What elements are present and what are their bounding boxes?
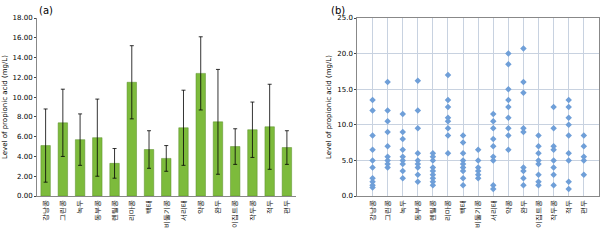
svg-text:렌틸콩: 렌틸콩 <box>111 200 119 221</box>
svg-text:녹두: 녹두 <box>399 200 407 214</box>
svg-text:서리태: 서리태 <box>180 200 188 221</box>
svg-text:작두콩: 작두콩 <box>249 200 257 221</box>
svg-text:(b): (b) <box>331 5 345 16</box>
svg-text:12.00: 12.00 <box>13 74 33 82</box>
svg-text:0.0: 0.0 <box>342 192 353 200</box>
svg-text:약콩: 약콩 <box>505 200 513 214</box>
svg-text:리마콩: 리마콩 <box>128 200 136 221</box>
svg-text:6.00: 6.00 <box>17 133 33 141</box>
svg-text:그린콩: 그린콩 <box>59 200 67 221</box>
svg-text:동부콩: 동부콩 <box>94 200 102 221</box>
svg-text:Level of propionic acid (mg/L): Level of propionic acid (mg/L) <box>1 55 9 159</box>
svg-text:16.00: 16.00 <box>13 34 33 42</box>
svg-text:14.00: 14.00 <box>13 54 33 62</box>
svg-text:녹두: 녹두 <box>76 200 84 214</box>
svg-text:서리태: 서리태 <box>490 200 498 221</box>
svg-text:편두: 편두 <box>283 200 291 214</box>
svg-text:4.00: 4.00 <box>17 153 33 161</box>
svg-text:백태: 백태 <box>145 200 153 214</box>
svg-text:Level of propionic acid (mg/L): Level of propionic acid (mg/L) <box>325 55 333 159</box>
svg-text:완두: 완두 <box>214 200 222 214</box>
svg-text:이집트콩: 이집트콩 <box>231 200 239 228</box>
svg-text:그린콩: 그린콩 <box>384 200 392 221</box>
svg-text:백태: 백태 <box>459 200 467 214</box>
svg-text:약콩: 약콩 <box>197 200 205 214</box>
svg-text:작두콩: 작두콩 <box>550 200 558 221</box>
svg-text:10.0: 10.0 <box>337 121 353 129</box>
svg-text:적두: 적두 <box>266 200 274 214</box>
svg-text:5.0: 5.0 <box>342 157 353 165</box>
svg-text:적두: 적두 <box>565 200 573 214</box>
svg-text:렌틸콩: 렌틸콩 <box>429 200 437 221</box>
svg-text:8.00: 8.00 <box>17 113 33 121</box>
svg-text:10.00: 10.00 <box>13 94 33 102</box>
svg-text:강낭콩: 강낭콩 <box>369 200 377 221</box>
svg-text:(a): (a) <box>39 5 53 16</box>
svg-text:강낭콩: 강낭콩 <box>42 200 50 221</box>
svg-text:완두: 완두 <box>520 200 528 214</box>
svg-text:20.0: 20.0 <box>337 50 353 58</box>
svg-text:18.00: 18.00 <box>13 14 33 22</box>
svg-text:2.00: 2.00 <box>17 173 33 181</box>
svg-text:비둘기콩: 비둘기콩 <box>163 200 171 228</box>
svg-text:이집트콩: 이집트콩 <box>535 200 543 228</box>
svg-text:동부콩: 동부콩 <box>414 200 422 221</box>
svg-text:편두: 편두 <box>580 200 588 214</box>
svg-text:15.0: 15.0 <box>337 86 353 94</box>
svg-text:비둘기콩: 비둘기콩 <box>474 200 482 228</box>
svg-text:리마콩: 리마콩 <box>444 200 452 221</box>
svg-text:0.00: 0.00 <box>17 192 33 200</box>
svg-text:25.0: 25.0 <box>337 14 353 22</box>
